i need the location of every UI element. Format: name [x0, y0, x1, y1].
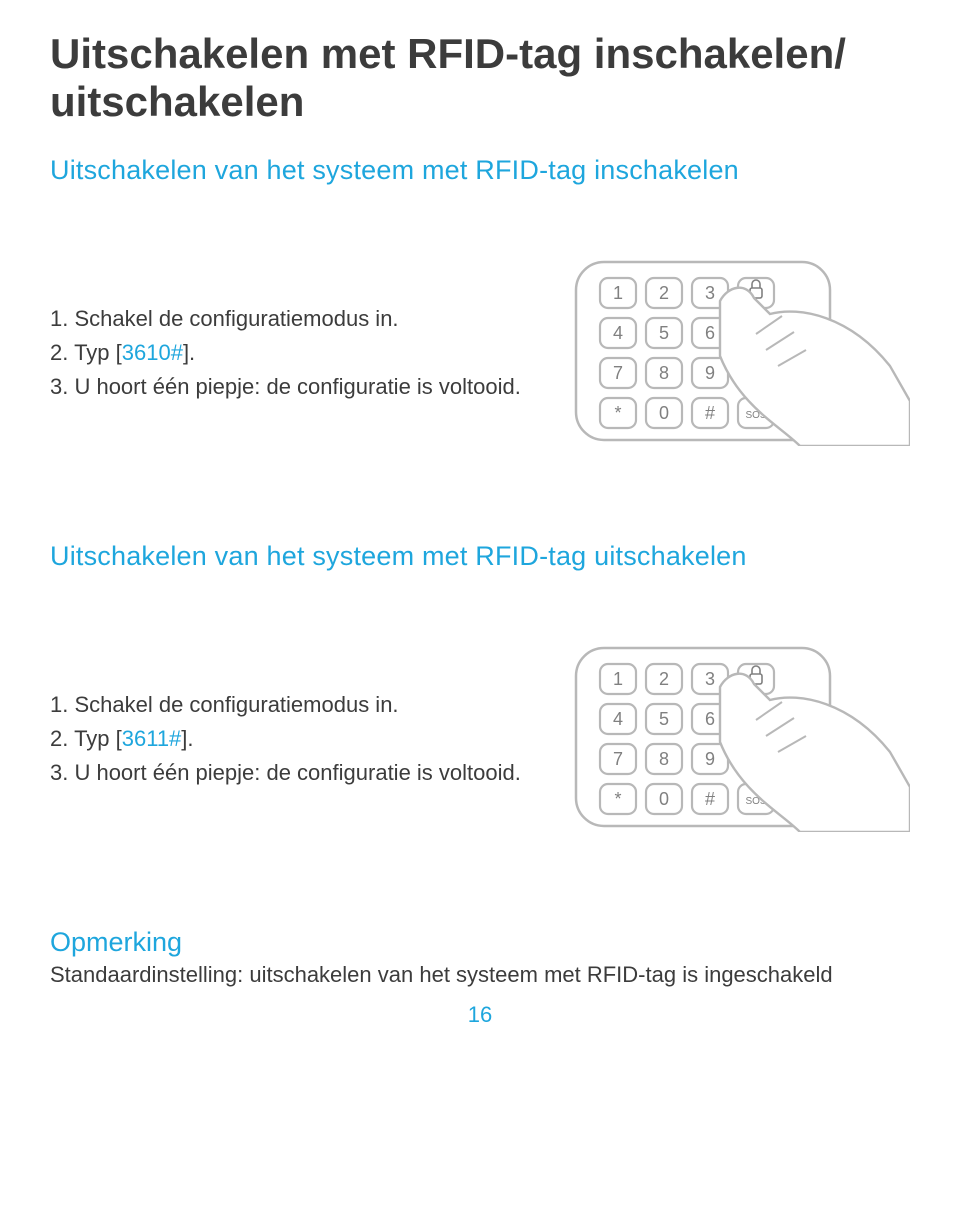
- section2-row: 1. Schakel de configuratiemodus in. 2. T…: [50, 642, 910, 837]
- note-body: Standaardinstelling: uitschakelen van he…: [50, 962, 910, 988]
- keypad-svg-2: 123 456 789 *0# SOS: [570, 642, 910, 832]
- section2-steps: 1. Schakel de configuratiemodus in. 2. T…: [50, 688, 530, 790]
- section1-step1: 1. Schakel de configuratiemodus in.: [50, 302, 530, 336]
- svg-text:5: 5: [659, 709, 669, 729]
- keypad-illustration-1: 123 456 789 *0# SOS: [570, 256, 910, 451]
- hand-icon: [720, 673, 910, 831]
- section2-step3: 3. U hoort één piepje: de configuratie i…: [50, 756, 530, 790]
- section1-step3: 3. U hoort één piepje: de configuratie i…: [50, 370, 530, 404]
- svg-text:9: 9: [705, 363, 715, 383]
- svg-text:2: 2: [659, 669, 669, 689]
- svg-text:7: 7: [613, 749, 623, 769]
- svg-text:*: *: [614, 403, 621, 423]
- svg-text:4: 4: [613, 709, 623, 729]
- section1-row: 1. Schakel de configuratiemodus in. 2. T…: [50, 256, 910, 451]
- section2-step1: 1. Schakel de configuratiemodus in.: [50, 688, 530, 722]
- section1-step2c: ].: [183, 340, 195, 365]
- section2-step2: 2. Typ [3611#].: [50, 722, 530, 756]
- svg-text:#: #: [705, 789, 715, 809]
- svg-text:6: 6: [705, 709, 715, 729]
- svg-text:8: 8: [659, 749, 669, 769]
- svg-text:0: 0: [659, 403, 669, 423]
- svg-text:9: 9: [705, 749, 715, 769]
- section2-code: 3611#: [122, 726, 182, 751]
- svg-text:2: 2: [659, 283, 669, 303]
- svg-text:#: #: [705, 403, 715, 423]
- section1-step2: 2. Typ [3610#].: [50, 336, 530, 370]
- note-heading: Opmerking: [50, 927, 910, 958]
- svg-text:1: 1: [613, 669, 623, 689]
- svg-text:8: 8: [659, 363, 669, 383]
- keypad-svg: 123 456 789 *0# SOS: [570, 256, 910, 446]
- section1-steps: 1. Schakel de configuratiemodus in. 2. T…: [50, 302, 530, 404]
- svg-text:1: 1: [613, 283, 623, 303]
- section1-heading: Uitschakelen van het systeem met RFID-ta…: [50, 155, 910, 186]
- section2-step2c: ].: [181, 726, 193, 751]
- svg-text:5: 5: [659, 323, 669, 343]
- page-number: 16: [468, 1002, 492, 1028]
- svg-text:*: *: [614, 789, 621, 809]
- keypad-illustration-2: 123 456 789 *0# SOS: [570, 642, 910, 837]
- section1-step2a: 2. Typ [: [50, 340, 122, 365]
- section2-heading: Uitschakelen van het systeem met RFID-ta…: [50, 541, 910, 572]
- hand-icon: [720, 287, 910, 445]
- section2-step2a: 2. Typ [: [50, 726, 122, 751]
- svg-text:4: 4: [613, 323, 623, 343]
- svg-text:6: 6: [705, 323, 715, 343]
- svg-text:7: 7: [613, 363, 623, 383]
- section1-code: 3610#: [122, 340, 183, 365]
- svg-text:0: 0: [659, 789, 669, 809]
- svg-text:3: 3: [705, 283, 715, 303]
- svg-text:3: 3: [705, 669, 715, 689]
- page-title: Uitschakelen met RFID-tag inschakelen/ u…: [50, 30, 910, 127]
